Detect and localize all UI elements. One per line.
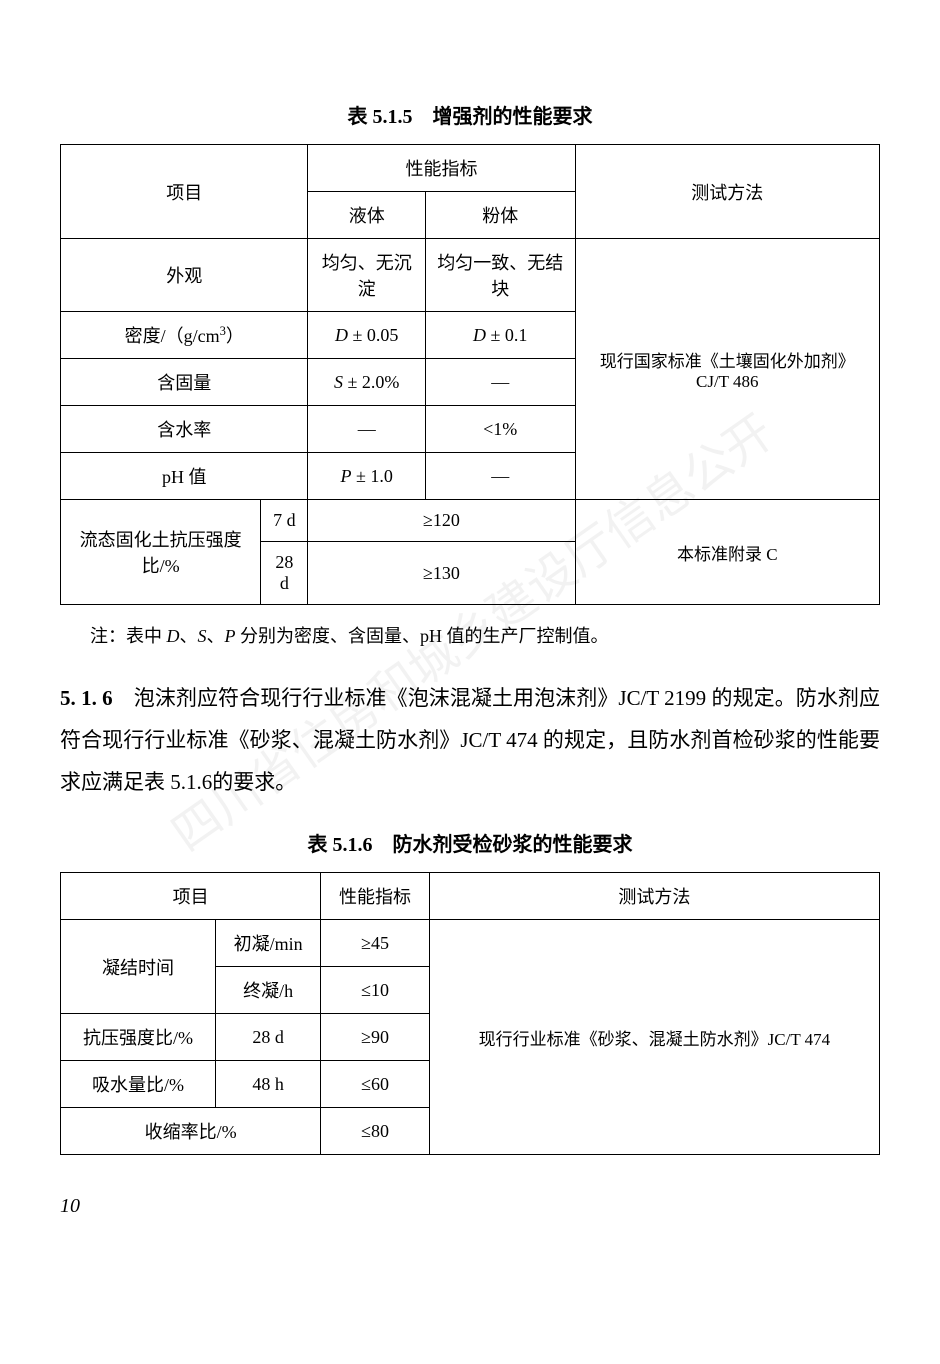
section-516-paragraph: 5. 1. 6 泡沫剂应符合现行行业标准《泡沫混凝土用泡沫剂》JC/T 2199… bbox=[60, 677, 880, 803]
table-cell: 48 h bbox=[216, 1061, 321, 1108]
table-cell: S ± 2.0% bbox=[308, 359, 426, 406]
table-515: 项目 性能指标 测试方法 液体 粉体 外观 均匀、无沉淀 均匀一致、无结块 现行… bbox=[60, 144, 880, 605]
table-cell: ≤80 bbox=[321, 1108, 430, 1155]
table-cell: ≤60 bbox=[321, 1061, 430, 1108]
table-cell: D ± 0.05 bbox=[308, 312, 426, 359]
table-515-title: 表 5.1.5 增强剂的性能要求 bbox=[60, 100, 880, 129]
table-method-cell: 本标准附录 C bbox=[575, 500, 879, 605]
table-row-label: 吸水量比/% bbox=[61, 1061, 216, 1108]
table-header-performance: 性能指标 bbox=[308, 145, 575, 192]
table-row-label: pH 值 bbox=[61, 453, 308, 500]
table-516-title: 表 5.1.6 防水剂受检砂浆的性能要求 bbox=[60, 828, 880, 857]
table-cell: — bbox=[308, 406, 426, 453]
table-cell: D ± 0.1 bbox=[425, 312, 575, 359]
table-cell: 均匀、无沉淀 bbox=[308, 239, 426, 312]
table-cell: 终凝/h bbox=[216, 967, 321, 1014]
table-row-label: 外观 bbox=[61, 239, 308, 312]
table-method-cell: 现行国家标准《土壤固化外加剂》CJ/T 486 bbox=[575, 239, 879, 500]
table-516: 项目 性能指标 测试方法 凝结时间 初凝/min ≥45 现行行业标准《砂浆、混… bbox=[60, 872, 880, 1155]
table-row-label: 含水率 bbox=[61, 406, 308, 453]
table-cell: 均匀一致、无结块 bbox=[425, 239, 575, 312]
table-cell: P ± 1.0 bbox=[308, 453, 426, 500]
table-header-method: 测试方法 bbox=[429, 873, 879, 920]
table-header-item: 项目 bbox=[61, 145, 308, 239]
table-header-performance: 性能指标 bbox=[321, 873, 430, 920]
table-cell: 7 d bbox=[261, 500, 308, 542]
table-row-label: 含固量 bbox=[61, 359, 308, 406]
table-row-label: 凝结时间 bbox=[61, 920, 216, 1014]
table-header-method: 测试方法 bbox=[575, 145, 879, 239]
table-cell: — bbox=[425, 453, 575, 500]
table-row-label: 抗压强度比/% bbox=[61, 1014, 216, 1061]
table-row-label: 流态固化土抗压强度比/% bbox=[61, 500, 261, 605]
section-number: 5. 1. 6 bbox=[60, 686, 113, 710]
table-cell: <1% bbox=[425, 406, 575, 453]
table-cell: ≤10 bbox=[321, 967, 430, 1014]
table-cell: 初凝/min bbox=[216, 920, 321, 967]
table-method-cell: 现行行业标准《砂浆、混凝土防水剂》JC/T 474 bbox=[429, 920, 879, 1155]
table-header-liquid: 液体 bbox=[308, 192, 426, 239]
table-cell: ≥45 bbox=[321, 920, 430, 967]
table-cell: ≥130 bbox=[308, 542, 575, 605]
table-cell: ≥120 bbox=[308, 500, 575, 542]
table-row-label: 密度/（g/cm3） bbox=[61, 312, 308, 359]
table-cell: 28 d bbox=[216, 1014, 321, 1061]
page-number: 10 bbox=[60, 1195, 880, 1218]
table-row-label: 收缩率比/% bbox=[61, 1108, 321, 1155]
table-cell: 28 d bbox=[261, 542, 308, 605]
table-cell: ≥90 bbox=[321, 1014, 430, 1061]
table-header-powder: 粉体 bbox=[425, 192, 575, 239]
table-515-note: 注：表中 D、S、P 分别为密度、含固量、pH 值的生产厂控制值。 bbox=[90, 620, 880, 652]
table-header-item: 项目 bbox=[61, 873, 321, 920]
table-cell: — bbox=[425, 359, 575, 406]
